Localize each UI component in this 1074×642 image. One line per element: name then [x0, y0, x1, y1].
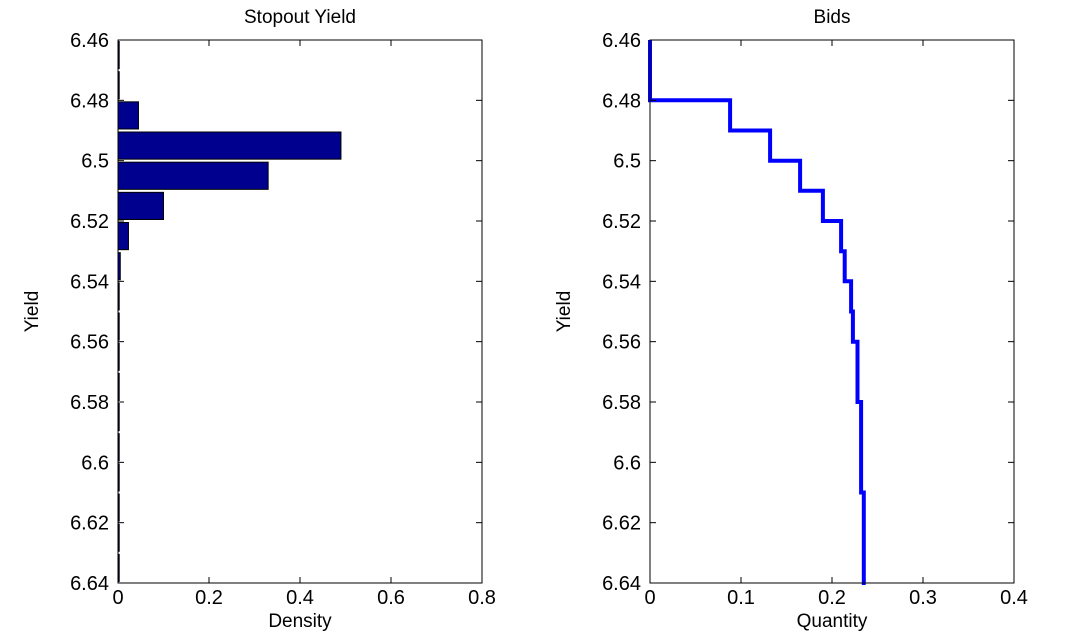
density-panel: 0 0.2 0.4 0.6 0.8 6.46 6.48 6.5 6.52 6.54 6.56 6.58…	[22, 7, 496, 632]
bids-y-tick-label: 6.58	[602, 392, 641, 414]
density-y-tick-label: 6.58	[70, 392, 109, 414]
bids-y-tick-label: 6.46	[602, 30, 641, 52]
density-bar	[117, 161, 269, 190]
bids-axes-frame	[649, 39, 1015, 584]
bids-step-line	[648, 40, 866, 585]
bids-x-tick-label: 0.4	[1000, 587, 1028, 609]
bids-x-tick-label: 0	[644, 587, 655, 609]
bids-x-tick-label: 0.3	[909, 587, 937, 609]
density-y-tick-label: 6.52	[70, 211, 109, 233]
bids-y-tick-label: 6.54	[602, 271, 641, 293]
density-y-tick-label: 6.6	[81, 452, 109, 474]
density-y-tick-label: 6.54	[70, 271, 109, 293]
density-x-tick-label: 0.4	[286, 587, 314, 609]
density-x-tick-label: 0.6	[377, 587, 405, 609]
bids-y-tick-label: 6.48	[602, 90, 641, 112]
density-x-axis-label: Density	[268, 611, 332, 632]
bids-y-tick-label: 6.64	[602, 573, 641, 595]
density-chart-title: Stopout Yield	[244, 7, 356, 28]
bids-x-axis-label: Quantity	[797, 611, 868, 632]
bids-y-tick-label: 6.5	[613, 151, 641, 173]
density-y-tick-label: 6.64	[70, 573, 109, 595]
density-bar	[117, 131, 342, 160]
bids-y-tick-label: 6.52	[602, 211, 641, 233]
density-y-tick-label: 6.56	[70, 332, 109, 354]
bids-chart-title: Bids	[814, 7, 851, 28]
density-bar	[117, 222, 129, 251]
density-bar	[117, 101, 139, 130]
density-axes-frame	[117, 39, 483, 584]
bids-y-axis-label: Yield	[554, 291, 575, 333]
density-y-tick-label: 6.46	[70, 30, 109, 52]
density-x-tick-label: 0.8	[468, 587, 496, 609]
bids-y-tick-label: 6.62	[602, 513, 641, 535]
density-x-tick-label: 0	[112, 587, 123, 609]
density-y-tick-label: 6.62	[70, 513, 109, 535]
density-bar	[117, 191, 164, 220]
bids-x-tick-label: 0.2	[818, 587, 846, 609]
bids-x-tick-label: 0.1	[727, 587, 755, 609]
density-x-tick-label: 0.2	[195, 587, 223, 609]
bids-y-tick-label: 6.56	[602, 332, 641, 354]
density-y-tick-label: 6.5	[81, 151, 109, 173]
bids-y-tick-label: 6.6	[613, 452, 641, 474]
bids-panel: 0 0.1 0.2 0.3 0.4 6.46 6.48 6.5 6.52 6.54 6.56 6.58…	[554, 7, 1028, 632]
density-y-tick-label: 6.48	[70, 90, 109, 112]
density-y-axis-label: Yield	[22, 291, 43, 333]
